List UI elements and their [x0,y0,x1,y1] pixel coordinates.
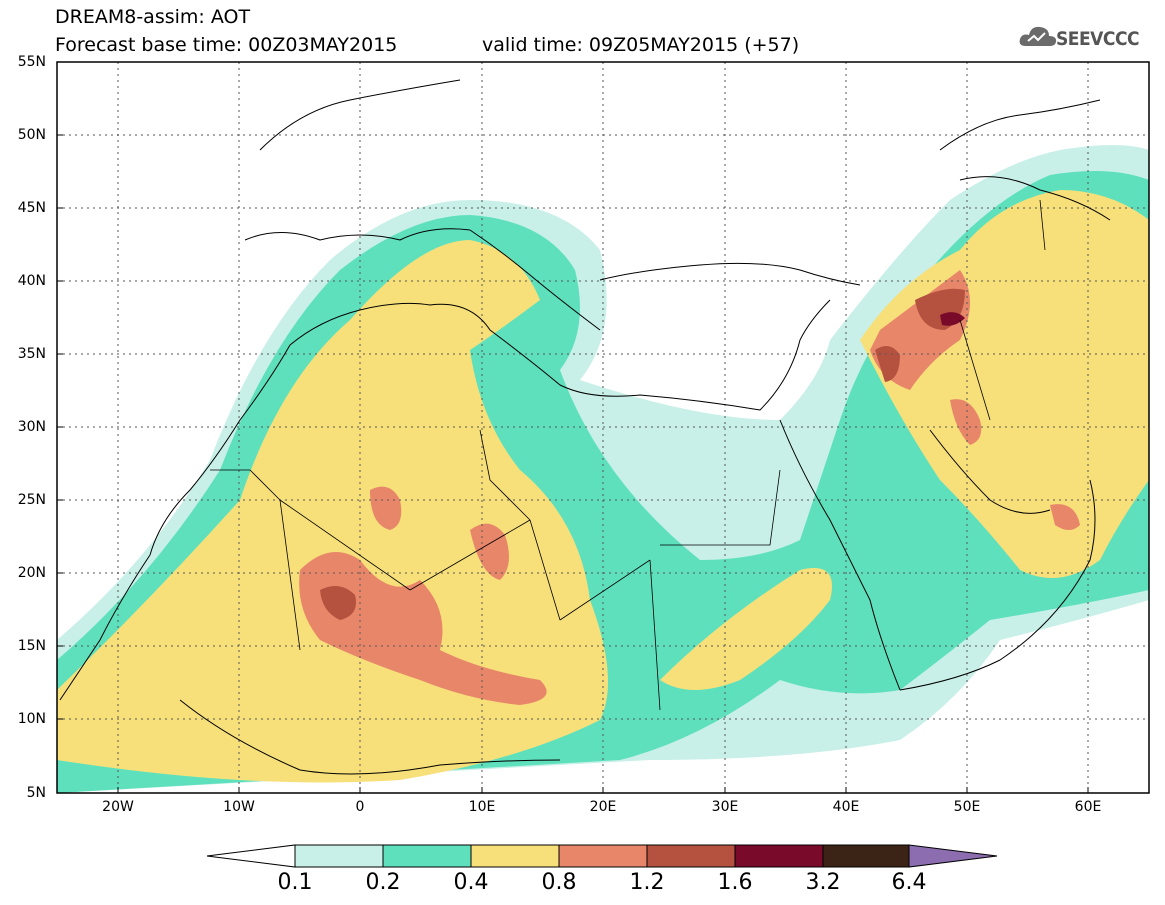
coastlines [59,79,1111,775]
lat-label: 5N [26,785,46,801]
lat-label: 10N [17,711,46,727]
colorbar-label: 0.8 [541,870,577,895]
lon-label: 10E [468,799,496,815]
lon-label: 30E [711,799,739,815]
lat-label: 55N [17,54,46,70]
forecast-base-time: Forecast base time: 00Z03MAY2015 [55,34,398,56]
lat-label: 45N [17,200,46,216]
colorbar-bin [646,844,736,868]
plot-title: DREAM8-assim: AOT [55,6,251,28]
lat-label: 35N [17,346,46,362]
lat-label: 20N [17,565,46,581]
colorbar-label: 3.2 [805,870,841,895]
logo-text: SEEVCCC [1056,28,1140,50]
lon-label: 10W [223,799,255,815]
axis-ticks [57,134,1089,793]
lon-label: 50E [953,799,981,815]
lon-label: 20W [102,799,134,815]
seevccc-logo [1018,22,1158,56]
colorbar-label: 0.1 [277,870,313,895]
valid-time: valid time: 09Z05MAY2015 (+57) [482,34,800,56]
lat-label: 30N [17,419,46,435]
colorbar-bin [470,844,560,868]
colorbar-label: 0.4 [453,870,489,895]
colorbar-under [206,844,296,868]
lat-label: 25N [17,492,46,508]
colorbar-over [908,844,998,868]
colorbar-bin [734,844,824,868]
colorbar-bin [558,844,648,868]
graticule [57,62,1149,793]
borders [210,199,1046,711]
lon-label: 20E [589,799,617,815]
colorbar-bin [822,844,910,868]
colorbar-label: 6.4 [891,870,927,895]
colorbar-label: 0.2 [365,870,401,895]
lon-label: 40E [832,799,860,815]
cloud-icon [1019,26,1057,46]
lat-label: 40N [17,273,46,289]
colorbar-bin [382,844,472,868]
lon-label: 60E [1074,799,1102,815]
colorbar [206,844,998,868]
colorbar-label: 1.6 [717,870,753,895]
colorbar-label: 1.2 [629,870,665,895]
colorbar-bin [294,844,384,868]
lat-label: 50N [17,127,46,143]
lon-label: 0 [355,799,365,815]
lat-label: 15N [17,638,46,654]
